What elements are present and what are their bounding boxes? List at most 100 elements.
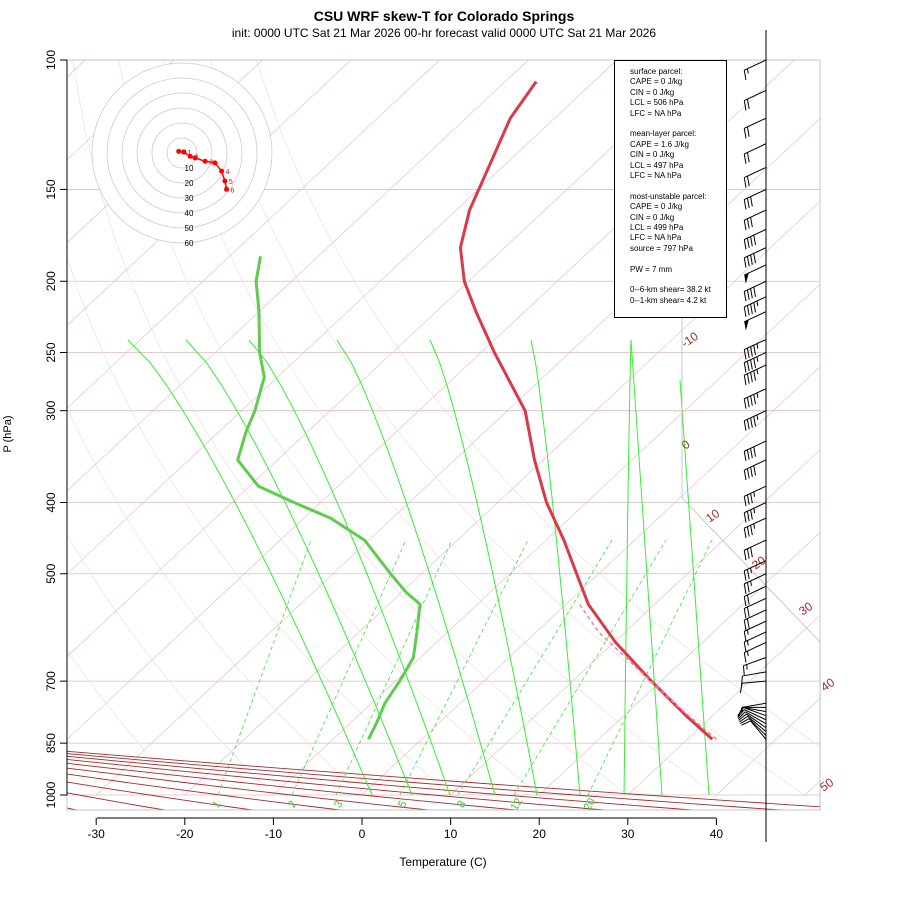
y-tick-label: 1000 (44, 781, 58, 808)
wind-barb (741, 720, 767, 740)
barb-half-flag (740, 707, 743, 713)
precipitable-water: PW = 7 mm (630, 265, 726, 275)
barb-flag (746, 373, 750, 384)
hodograph-point (192, 155, 198, 161)
barb-flag (746, 419, 750, 430)
info-line: 0--1-km shear= 4.2 kt (630, 295, 707, 305)
barb-staff (744, 620, 767, 632)
info-line: LFC = NA hPa (630, 108, 682, 118)
info-line: 0--6-km shear= 38.2 kt (630, 285, 711, 295)
hodograph-ring-label: 50 (185, 224, 194, 233)
moist-adiabat-green (185, 339, 413, 796)
barb-flag (753, 253, 756, 264)
barb-flag (743, 641, 747, 653)
barb-flag (746, 468, 750, 479)
barb-flag (743, 177, 747, 188)
mixing-ratio-label: 8 (455, 799, 468, 810)
barb-flag (750, 236, 753, 247)
mixing-ratio-label: 2 (286, 799, 299, 810)
barb-staff (744, 709, 767, 721)
moist-adiabat-green (248, 339, 451, 796)
barb-flag (743, 349, 747, 360)
barb-staff (742, 680, 767, 684)
hodograph-ring-label: 20 (185, 179, 194, 188)
info-line: CIN = 0 J/kg (630, 150, 675, 160)
barb-flag (746, 582, 750, 593)
barb-flag (743, 128, 747, 139)
mixing-ratio-label: 1 (210, 799, 223, 810)
barb-half-flag (746, 629, 749, 635)
y-tick-label: 150 (44, 179, 58, 199)
barb-flag (750, 417, 753, 428)
barb-half-flag (756, 343, 759, 349)
barb-flag (753, 446, 756, 457)
barb-staff (742, 706, 767, 713)
barb-staff (744, 89, 767, 102)
barb-staff (747, 715, 767, 733)
hodograph-km-label: 5 (229, 179, 233, 186)
dry-adiabat (118, 60, 629, 796)
barb-staff (744, 188, 767, 201)
barb-flag (746, 511, 750, 522)
barb-staff (744, 641, 767, 654)
barb-pennant (744, 319, 749, 331)
barb-flag (753, 302, 756, 313)
x-tick-label: 40 (710, 827, 724, 841)
barb-flag (746, 594, 750, 605)
wind-barb (743, 89, 767, 111)
moist-adiabat-green (630, 339, 663, 796)
barb-flag (743, 631, 747, 642)
barb-flag (743, 583, 747, 594)
hodograph-ring (106, 77, 258, 229)
mixing-ratio-label: 12 (509, 796, 526, 813)
barb-flag (743, 496, 747, 507)
barb-staff (750, 720, 767, 740)
barb-staff (744, 410, 767, 422)
wind-barb (743, 459, 767, 480)
barb-flag (753, 465, 756, 476)
barb-flag (753, 416, 756, 427)
barb-flag (737, 711, 746, 720)
y-tick-label: 400 (44, 492, 58, 512)
hodograph-point (187, 153, 193, 159)
x-tick-label: 20 (533, 827, 547, 841)
mixing-ratio-line (587, 539, 713, 796)
barb-half-flag (756, 356, 759, 362)
wind-barb (743, 585, 767, 607)
wind-barb (738, 713, 767, 729)
wind-barb (743, 410, 767, 431)
barb-flag (740, 718, 750, 724)
dry-adiabat (67, 407, 363, 796)
wind-barb (742, 657, 767, 676)
hodograph-ring-label: 40 (185, 209, 194, 218)
moist-adiabat-green (336, 339, 496, 796)
info-line: mean-layer parcel: (630, 129, 697, 139)
barb-half-flag (753, 508, 756, 514)
wind-barb (743, 117, 767, 139)
wind-barb (743, 296, 767, 317)
info-line: LCL = 506 hPa (630, 98, 684, 108)
barb-half-flag (756, 392, 759, 398)
barb-flag (750, 448, 753, 459)
isotherm-line (627, 614, 820, 796)
isotherm-line (67, 60, 706, 658)
barb-staff (744, 166, 767, 179)
temperature-line (458, 80, 714, 741)
barb-half-flag (756, 414, 759, 420)
hodograph-km-label: 4 (226, 169, 230, 176)
y-tick-label: 200 (44, 271, 58, 291)
x-tick-label: 0 (359, 827, 366, 841)
barb-flag (743, 153, 747, 164)
chart-title: CSU WRF skew-T for Colorado Springs (313, 8, 575, 24)
y-axis-label: P (hPa) (2, 415, 14, 453)
isotherm-line (538, 532, 820, 796)
barb-staff (744, 517, 767, 529)
hodograph-point (224, 186, 230, 192)
wind-barb-column (737, 30, 767, 842)
wind-barb (743, 166, 767, 188)
isotherm-line (67, 60, 618, 575)
hodograph-km-label: 2 (194, 154, 198, 161)
hodograph-point (219, 168, 225, 174)
barb-flag (746, 237, 750, 248)
moist-adiabat-line (67, 759, 610, 810)
